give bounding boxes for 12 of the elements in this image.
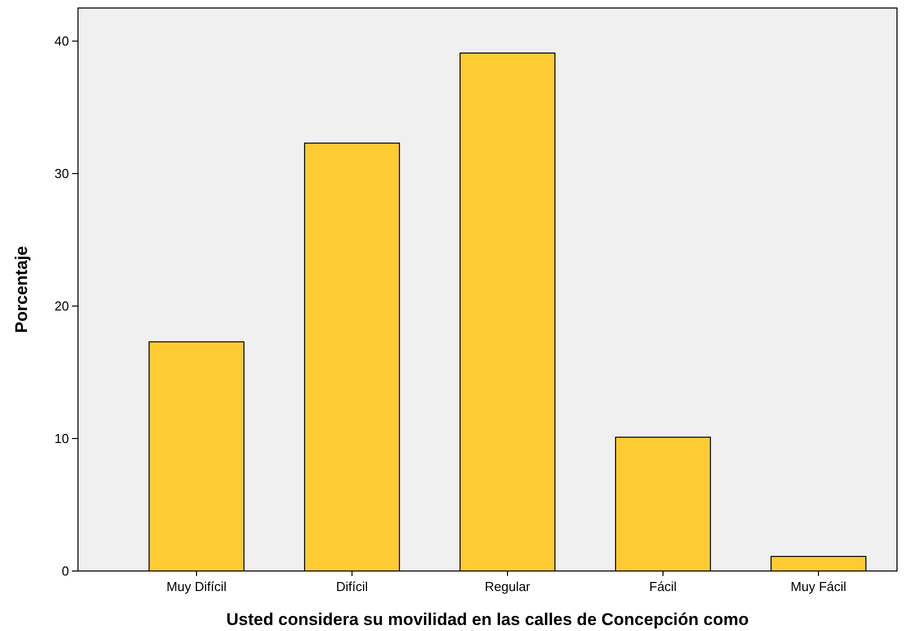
x-tick-label: Muy Difícil [166, 579, 227, 594]
y-tick-label: 10 [54, 431, 69, 446]
y-tick-label: 40 [54, 34, 69, 49]
x-tick-label: Muy Fácil [790, 579, 846, 594]
y-tick-label: 0 [62, 564, 69, 579]
x-axis-title: Usted considera su movilidad en las calles de Concepción como [226, 610, 749, 629]
y-axis-title: Porcentaje [12, 246, 31, 333]
x-tick-label: Fácil [649, 579, 677, 594]
x-tick-label: Difícil [336, 579, 368, 594]
y-tick-label: 20 [54, 298, 69, 314]
x-tick-label: Regular [484, 579, 531, 594]
y-tick-label: 30 [54, 166, 69, 182]
